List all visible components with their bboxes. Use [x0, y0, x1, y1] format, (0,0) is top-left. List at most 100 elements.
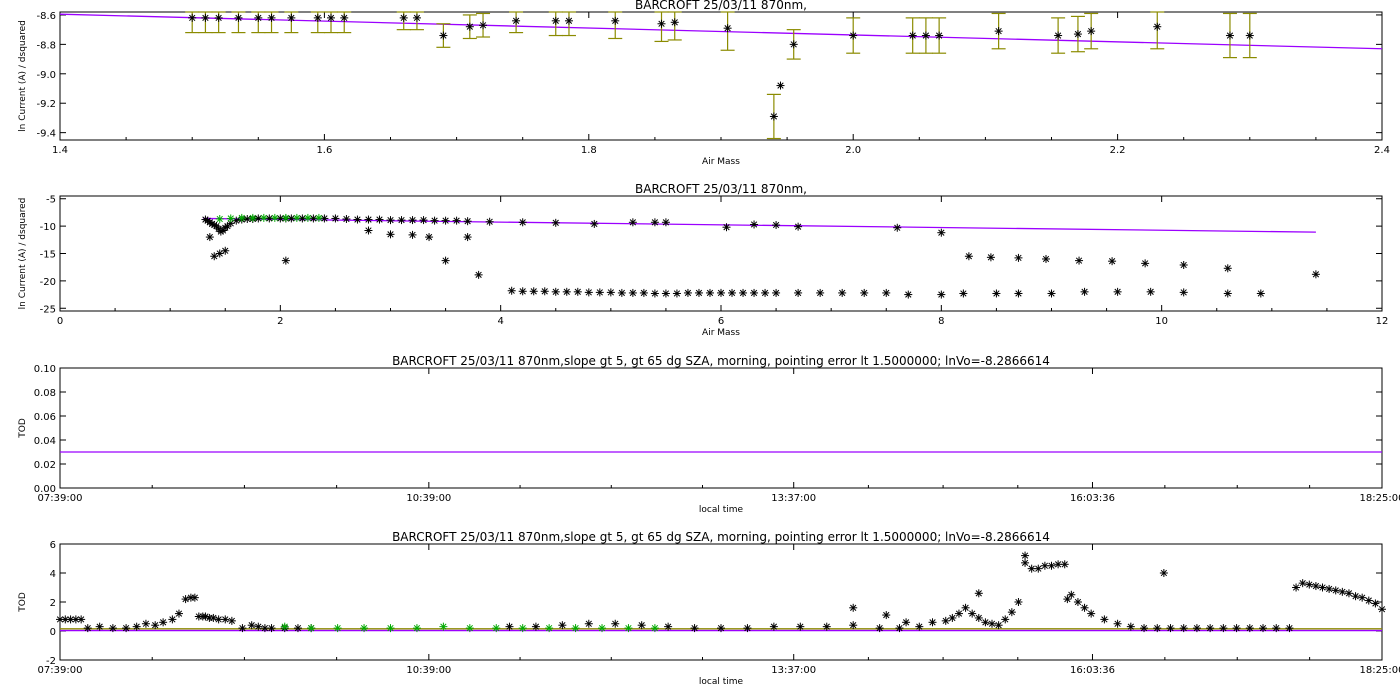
data-point: [386, 230, 395, 239]
x-tick-label: 0: [57, 316, 63, 327]
data-point: [412, 13, 421, 22]
data-point: [83, 624, 92, 633]
data-point: [1318, 583, 1327, 592]
data-point: [1087, 609, 1096, 618]
data-point: [1054, 31, 1063, 40]
chart-title: BARCROFT 25/03/11 870nm,slope gt 5, gt 6…: [392, 530, 1050, 544]
data-point: [882, 288, 891, 297]
data-point: [937, 228, 946, 237]
data-point: [485, 217, 494, 226]
y-tick-label: -9.0: [36, 70, 56, 81]
data-point: [571, 624, 580, 633]
data-point: [214, 13, 223, 22]
data-point: [617, 288, 626, 297]
data-point: [816, 288, 825, 297]
data-point: [794, 222, 803, 231]
data-point: [664, 622, 673, 631]
data-point: [1358, 593, 1367, 602]
x-tick-label: 16:03:36: [1070, 665, 1115, 676]
data-point: [988, 619, 997, 628]
data-point: [650, 218, 659, 227]
data-point: [941, 616, 950, 625]
x-axis-label: local time: [699, 677, 744, 687]
data-point: [386, 216, 395, 225]
y-axis-label: ln Current (A) / dsquared: [18, 198, 28, 310]
data-point: [259, 213, 268, 222]
data-point: [573, 287, 582, 296]
data-point: [584, 288, 593, 297]
data-point: [205, 233, 214, 242]
data-point: [201, 13, 210, 22]
data-point: [512, 16, 521, 25]
data-point: [441, 216, 450, 225]
y-tick-label: -9.4: [36, 129, 56, 140]
data-point: [545, 624, 554, 633]
data-point: [399, 13, 408, 22]
y-tick-label: 2: [50, 598, 56, 609]
data-point: [935, 31, 944, 40]
data-point: [1344, 589, 1353, 598]
data-point: [954, 609, 963, 618]
data-point: [327, 13, 336, 22]
data-point: [1351, 592, 1360, 601]
chart-title: BARCROFT 25/03/11 870nm,: [635, 0, 807, 12]
data-point: [875, 624, 884, 633]
data-point: [353, 215, 362, 224]
data-point: [181, 595, 190, 604]
data-point: [1371, 599, 1380, 608]
data-point: [690, 624, 699, 633]
y-tick-label: 0.04: [34, 436, 56, 447]
data-point: [986, 253, 995, 262]
data-point: [564, 16, 573, 25]
data-point: [1060, 560, 1069, 569]
y-axis-label: ln Current (A) / dsquared: [18, 20, 28, 132]
chart-panel-3: BARCROFT 25/03/11 870nm,slope gt 5, gt 6…: [18, 354, 1400, 515]
data-point: [419, 216, 428, 225]
data-point: [928, 618, 937, 627]
y-tick-label: 0.08: [34, 388, 56, 399]
data-point: [1179, 288, 1188, 297]
data-point: [992, 289, 1001, 298]
data-point: [1325, 584, 1334, 593]
data-point: [270, 213, 279, 222]
y-tick-label: 6: [50, 540, 56, 551]
data-point: [584, 619, 593, 628]
data-point: [439, 622, 448, 631]
data-point: [122, 624, 131, 633]
data-point: [1075, 256, 1084, 265]
data-point: [628, 288, 637, 297]
data-point: [637, 621, 646, 630]
data-point: [611, 16, 620, 25]
x-tick-label: 1.8: [581, 145, 597, 156]
data-point: [320, 214, 329, 223]
data-point: [1153, 22, 1162, 31]
data-point: [1259, 624, 1268, 633]
x-tick-label: 07:39:00: [38, 493, 83, 504]
y-tick-label: -10: [40, 222, 56, 233]
data-point: [309, 214, 318, 223]
data-point: [254, 214, 263, 223]
data-point: [276, 214, 285, 223]
data-point: [1298, 579, 1307, 588]
data-point: [1073, 30, 1082, 39]
x-tick-label: 18:25:00: [1360, 665, 1400, 676]
data-point: [750, 288, 759, 297]
data-point: [904, 290, 913, 299]
data-point: [425, 233, 434, 242]
data-point: [717, 288, 725, 297]
data-point: [307, 624, 316, 633]
data-point: [463, 217, 472, 226]
data-point: [722, 223, 731, 232]
data-point: [1292, 583, 1301, 592]
data-point: [287, 214, 296, 223]
data-point: [540, 287, 549, 296]
data-point: [364, 226, 373, 235]
data-point: [95, 622, 104, 631]
data-point: [1014, 289, 1023, 298]
x-tick-label: 2: [277, 316, 283, 327]
data-point: [281, 256, 290, 265]
data-point: [849, 31, 858, 40]
data-point: [1087, 27, 1096, 36]
data-point: [221, 615, 230, 624]
data-point: [1073, 598, 1082, 606]
